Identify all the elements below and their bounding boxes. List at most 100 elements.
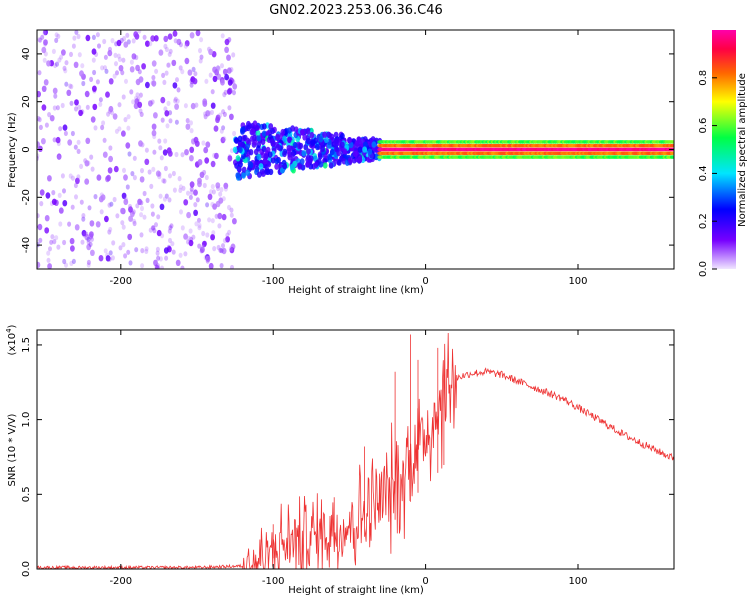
heatmap-cell [168, 225, 173, 231]
heatmap-cell [213, 125, 219, 132]
heatmap-cell [39, 201, 44, 207]
heatmap-cell [235, 155, 241, 162]
heatmap-cell [126, 125, 131, 131]
heatmap-cell [86, 243, 92, 251]
heatmap-cell [202, 100, 208, 107]
heatmap-cell [181, 185, 186, 191]
heatmap-cell [225, 236, 231, 243]
heatmap-cell [48, 246, 52, 252]
heatmap-cell [128, 215, 134, 222]
heatmap-cell [144, 158, 150, 165]
heatmap-cell [184, 40, 190, 47]
heatmap-cell [139, 232, 144, 238]
heatmap-cell [163, 165, 168, 172]
heatmap-cell [172, 187, 177, 193]
heatmap-cell [103, 248, 108, 254]
heatmap-cell [167, 33, 173, 40]
heatmap-cell [108, 226, 113, 233]
heatmap-cell [220, 63, 224, 69]
heatmap-cell [57, 154, 61, 160]
heatmap-cell [142, 34, 147, 40]
heatmap-cell [154, 68, 159, 74]
heatmap-cell [151, 166, 156, 172]
heatmap-cell [38, 124, 43, 130]
heatmap-cell [137, 198, 143, 205]
heatmap-cell [151, 123, 157, 130]
heatmap-cell [227, 105, 232, 111]
heatmap-cell [37, 37, 42, 43]
heatmap-cell [112, 196, 117, 203]
heatmap-cell [140, 205, 144, 212]
heatmap-cell [89, 76, 94, 82]
heatmap-cell [220, 136, 226, 144]
snr-y-scale-exponent: 4 [5, 328, 13, 333]
heatmap-cell [138, 92, 143, 98]
heatmap-cell [78, 109, 83, 117]
heatmap-cell [56, 33, 61, 39]
heatmap-cell [255, 130, 261, 137]
heatmap-cell [232, 218, 237, 225]
heatmap-cell [139, 176, 145, 183]
heatmap-cell [231, 52, 236, 58]
heatmap-cell [123, 198, 129, 206]
heatmap-cell [116, 53, 121, 59]
heatmap-cell [55, 136, 61, 144]
heatmap-cell [121, 242, 126, 248]
heatmap-cell [189, 128, 194, 134]
heatmap-cell [117, 56, 122, 63]
heatmap-cell [152, 149, 157, 155]
spectrogram-x-label: Height of straight line (km) [288, 285, 424, 296]
heatmap-cell [121, 57, 126, 63]
heatmap-cell [135, 92, 140, 98]
heatmap-cell [123, 117, 128, 123]
heatmap-cell [201, 140, 206, 146]
heatmap-cell [44, 215, 50, 222]
heatmap-cell [47, 263, 52, 269]
heatmap-cell [195, 197, 200, 203]
heatmap-cell [126, 249, 131, 255]
heatmap-cell [163, 35, 169, 43]
heatmap-cell [221, 243, 225, 249]
heatmap-cell [222, 92, 227, 98]
heatmap-cell [183, 43, 188, 49]
heatmap-cell [245, 142, 251, 150]
heatmap-cell [218, 247, 223, 253]
heatmap-cell [204, 157, 210, 164]
heatmap-cell [56, 153, 62, 160]
heatmap-cell [95, 79, 100, 85]
heatmap-cell [44, 227, 50, 234]
heatmap-cell [229, 67, 234, 73]
heatmap-cell [270, 127, 275, 135]
heatmap-cell [191, 66, 196, 72]
heatmap-cell [123, 253, 128, 259]
heatmap-cell [69, 260, 74, 266]
heatmap-cell [137, 69, 142, 75]
heatmap-cell [195, 30, 201, 37]
heatmap-cell [245, 169, 251, 176]
heatmap-cell [103, 65, 107, 71]
snr-y-tick-label: 0.0 [21, 561, 32, 577]
heatmap-cell [96, 174, 102, 181]
heatmap-cell [43, 79, 49, 86]
heatmap-cell [210, 89, 215, 95]
heatmap-cell [164, 193, 169, 199]
heatmap-cell [200, 246, 205, 253]
heatmap-cell [153, 259, 158, 266]
heatmap-cell [205, 110, 211, 117]
heatmap-cell [60, 173, 65, 179]
heatmap-cell [58, 207, 64, 214]
heatmap-cell [248, 161, 254, 169]
heatmap-cell [97, 43, 101, 49]
heatmap-cell [203, 240, 208, 246]
heatmap-cell [71, 43, 76, 49]
heatmap-cell [84, 90, 90, 98]
heatmap-cell [215, 182, 221, 189]
spectrogram-y-tick-label: -20 [21, 189, 32, 205]
heatmap-cell [41, 104, 47, 111]
heatmap-cell [126, 114, 131, 120]
heatmap-cell [185, 123, 191, 130]
heatmap-cell [197, 225, 202, 231]
colorbar-tick-label: 0.6 [698, 118, 709, 134]
heatmap-cell [203, 114, 208, 120]
heatmap-cell [148, 227, 153, 233]
